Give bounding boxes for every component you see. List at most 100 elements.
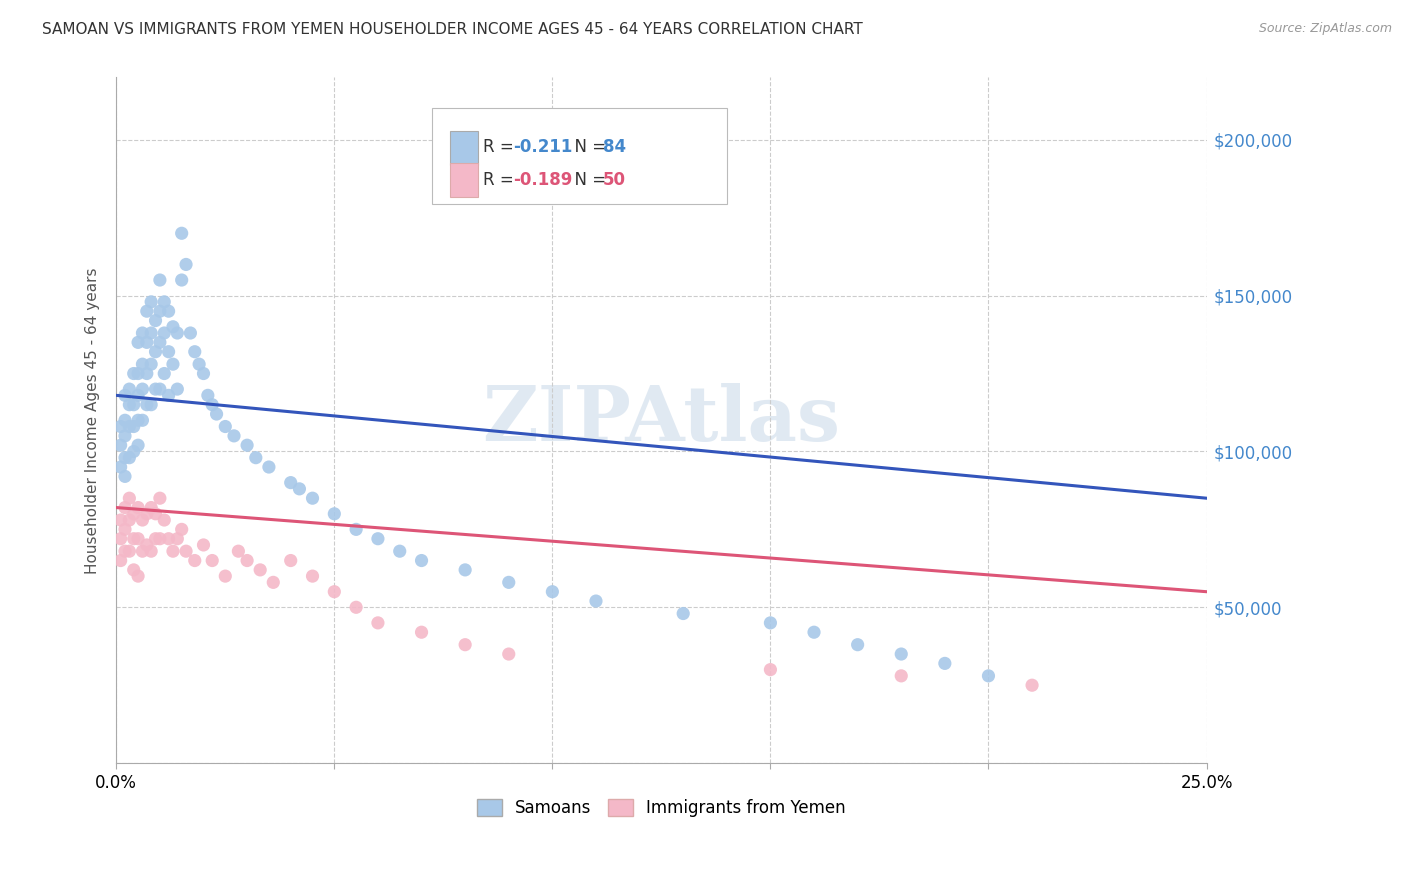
Point (262, 575, 284, 590)
Point (141, 500, 163, 515)
Y-axis label: Householder Income Ages 45 - 64 years: Householder Income Ages 45 - 64 years (86, 267, 100, 574)
Point (122, 507, 145, 521)
Point (118, 382, 141, 396)
Point (131, 513, 153, 527)
Point (803, 625, 825, 640)
Point (280, 553, 302, 567)
Point (153, 513, 176, 527)
Point (388, 544, 411, 558)
Point (174, 544, 197, 558)
Point (367, 532, 389, 546)
Point (344, 600, 367, 615)
Point (114, 413, 136, 427)
Point (118, 450, 141, 465)
Text: 84: 84 (603, 138, 626, 156)
Legend: Samoans, Immigrants from Yemen: Samoans, Immigrants from Yemen (470, 792, 852, 823)
Point (141, 357, 163, 371)
Point (162, 544, 184, 558)
Point (157, 304, 180, 318)
Point (890, 669, 912, 683)
Point (145, 532, 167, 546)
Point (759, 615, 782, 630)
Point (141, 398, 163, 412)
Point (249, 563, 271, 577)
Point (454, 563, 477, 577)
Point (323, 584, 346, 599)
Point (934, 657, 956, 671)
Point (157, 344, 180, 359)
Point (157, 388, 180, 402)
Point (131, 544, 153, 558)
Point (1021, 678, 1043, 692)
Point (222, 429, 245, 443)
Point (141, 294, 163, 309)
Point (977, 669, 1000, 683)
Point (127, 367, 149, 381)
Point (344, 522, 367, 536)
Point (280, 475, 302, 490)
Point (201, 398, 224, 412)
Point (114, 522, 136, 536)
Point (184, 553, 207, 567)
Point (127, 335, 149, 350)
Point (118, 398, 141, 412)
Point (301, 569, 323, 583)
Point (122, 367, 145, 381)
Point (214, 419, 236, 434)
Point (131, 357, 153, 371)
Point (149, 491, 172, 506)
Text: N =: N = (564, 138, 612, 156)
Point (135, 538, 157, 552)
Point (114, 388, 136, 402)
Text: ZIPAtlas: ZIPAtlas (482, 384, 841, 458)
Point (166, 326, 188, 340)
Point (110, 460, 132, 475)
Point (122, 563, 145, 577)
Point (131, 382, 153, 396)
Point (153, 367, 176, 381)
Point (174, 257, 197, 271)
Point (367, 615, 389, 630)
Point (118, 513, 141, 527)
Point (131, 326, 153, 340)
Point (890, 647, 912, 661)
Point (145, 344, 167, 359)
Point (228, 544, 250, 558)
Point (193, 538, 215, 552)
Point (135, 335, 157, 350)
Point (257, 460, 280, 475)
Point (127, 438, 149, 452)
Point (201, 553, 224, 567)
Point (118, 419, 141, 434)
Text: N =: N = (564, 170, 612, 188)
Point (288, 482, 311, 496)
Point (170, 273, 193, 287)
Point (197, 388, 219, 402)
Point (114, 469, 136, 483)
Point (179, 326, 201, 340)
Point (110, 438, 132, 452)
FancyBboxPatch shape (450, 131, 478, 164)
Point (149, 304, 172, 318)
FancyBboxPatch shape (433, 108, 727, 204)
Point (114, 544, 136, 558)
Point (193, 367, 215, 381)
Point (153, 294, 176, 309)
Point (149, 382, 172, 396)
Point (135, 304, 157, 318)
Point (162, 319, 184, 334)
Point (122, 532, 145, 546)
Point (110, 419, 132, 434)
Point (498, 575, 520, 590)
Text: Source: ZipAtlas.com: Source: ZipAtlas.com (1258, 22, 1392, 36)
Point (541, 584, 564, 599)
Point (127, 532, 149, 546)
Text: -0.211: -0.211 (513, 138, 572, 156)
Point (135, 367, 157, 381)
Point (214, 569, 236, 583)
Point (118, 544, 141, 558)
Point (110, 553, 132, 567)
Point (205, 407, 228, 421)
Point (145, 313, 167, 327)
Point (157, 532, 180, 546)
